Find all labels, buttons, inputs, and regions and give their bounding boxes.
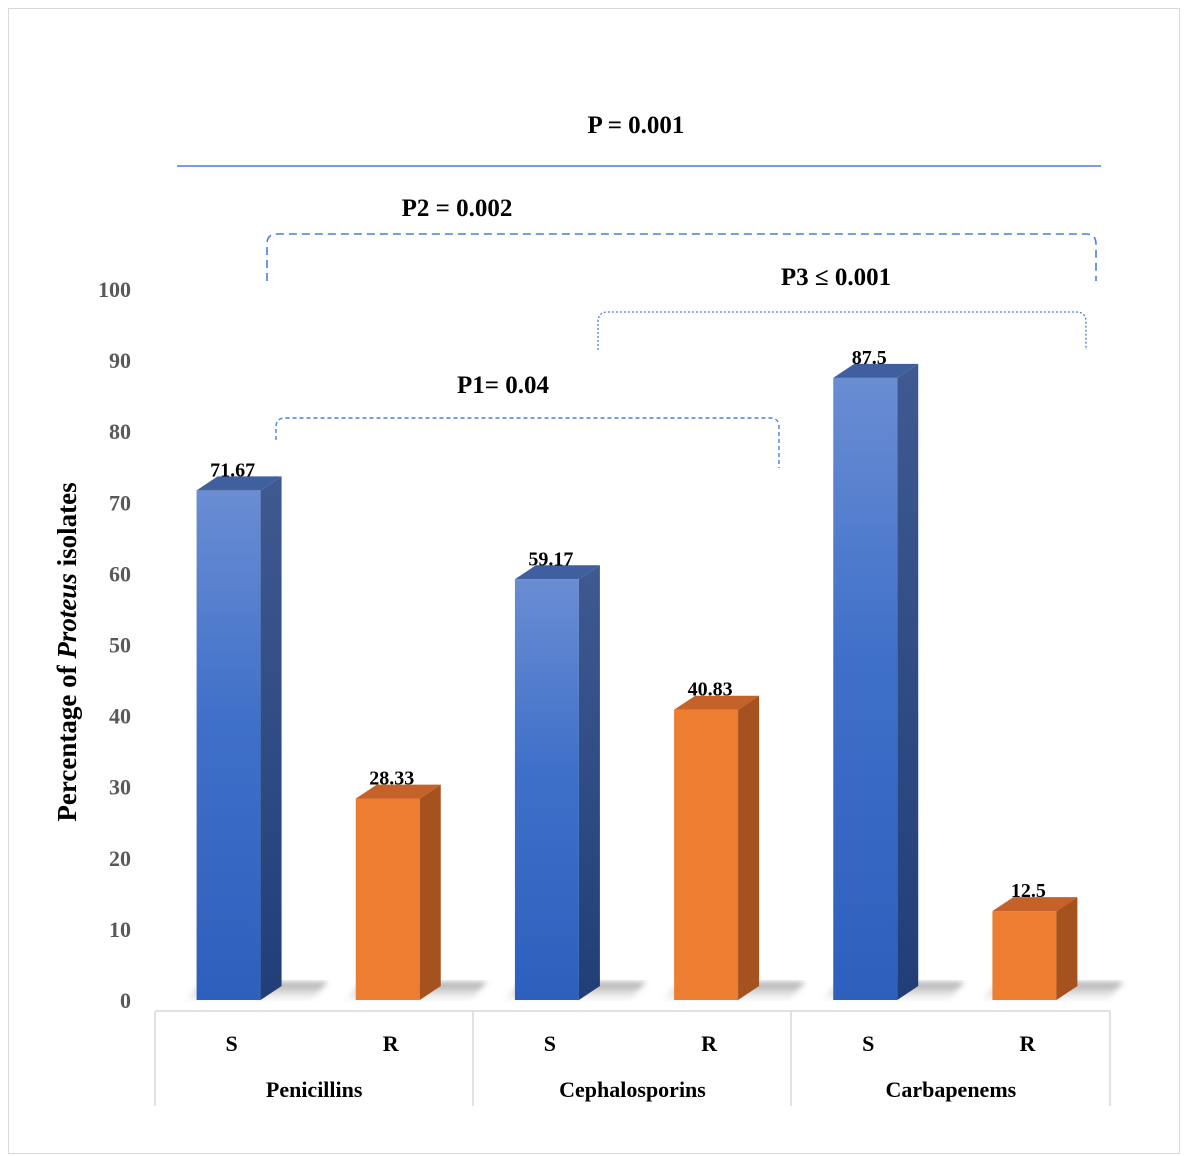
- group-label: Cephalosporins: [559, 1077, 706, 1102]
- data-label: 87.5: [852, 347, 887, 369]
- bar-side: [419, 784, 441, 1000]
- y-tick-label: 50: [109, 633, 131, 658]
- y-tick-label: 100: [98, 277, 131, 302]
- bar-top: [196, 476, 282, 491]
- p3-label: P3 ≤ 0.001: [781, 264, 891, 291]
- bar-side: [260, 476, 282, 1001]
- category-label: R: [701, 1031, 718, 1056]
- bar-front: [355, 798, 420, 1000]
- bar-susceptible: [514, 565, 600, 1000]
- y-tick-label: 20: [109, 846, 131, 871]
- y-tick-label: 40: [109, 704, 131, 729]
- bar-resistant: [355, 784, 441, 1000]
- bar-side: [1056, 897, 1078, 1000]
- category-label: R: [1019, 1031, 1036, 1056]
- group-label: Carbapenems: [885, 1077, 1016, 1102]
- bar-front: [674, 709, 739, 1000]
- data-label: 28.33: [369, 768, 414, 790]
- bar-side: [578, 565, 600, 1000]
- p1-label: P1= 0.04: [457, 372, 550, 399]
- category-label: R: [383, 1031, 400, 1056]
- bar-front: [833, 377, 898, 1000]
- data-label: 71.67: [210, 459, 255, 481]
- p2-label: P2 = 0.002: [402, 195, 513, 222]
- data-label: 59.17: [528, 548, 573, 570]
- data-label: 12.5: [1011, 880, 1046, 902]
- y-tick-label: 60: [109, 561, 131, 586]
- data-labels: 71.67 28.33 59.17 40.83 87.5 12.5: [210, 347, 1046, 902]
- y-tick-label: 0: [120, 988, 131, 1013]
- p1-bracket: [275, 417, 780, 468]
- bar-side: [897, 363, 919, 1000]
- chart-frame: [8, 8, 1180, 1154]
- bar-top: [355, 784, 441, 799]
- data-label: 40.83: [688, 679, 733, 701]
- category-label: S: [225, 1031, 237, 1056]
- category-label: S: [544, 1031, 556, 1056]
- y-axis-ticks: 0 10 20 30 40 50 60 70 80 90 100: [98, 277, 131, 1013]
- bars: [196, 363, 1078, 1001]
- p3-bracket: [597, 311, 1087, 350]
- group-label: Penicillins: [266, 1077, 363, 1102]
- y-tick-label: 70: [109, 490, 131, 515]
- y-tick-label: 80: [109, 419, 131, 444]
- bar-front: [992, 911, 1057, 1000]
- bar-susceptible: [833, 363, 919, 1000]
- group-labels: Penicillins Cephalosporins Carbapenems: [266, 1077, 1017, 1102]
- p2-bracket: [266, 233, 1097, 281]
- bar-susceptible: [196, 476, 282, 1001]
- bar-top: [992, 897, 1078, 912]
- y-axis-title: Percentage of Proteus isolates: [52, 482, 82, 821]
- bar-top: [833, 363, 919, 378]
- bar-resistant: [992, 897, 1078, 1000]
- bar-front: [514, 579, 579, 1000]
- bar-front: [196, 490, 261, 1000]
- category-label: S: [862, 1031, 874, 1056]
- bar-top: [674, 695, 760, 710]
- category-axis: [154, 1010, 1111, 1106]
- bar-shadows: [184, 982, 1124, 1000]
- bar-top: [514, 565, 600, 580]
- p-overall-label: P = 0.001: [588, 112, 685, 139]
- bar-resistant: [674, 695, 760, 1000]
- y-tick-label: 10: [109, 917, 131, 942]
- bar-side: [738, 695, 760, 1000]
- y-tick-label: 30: [109, 775, 131, 800]
- y-tick-label: 90: [109, 348, 131, 373]
